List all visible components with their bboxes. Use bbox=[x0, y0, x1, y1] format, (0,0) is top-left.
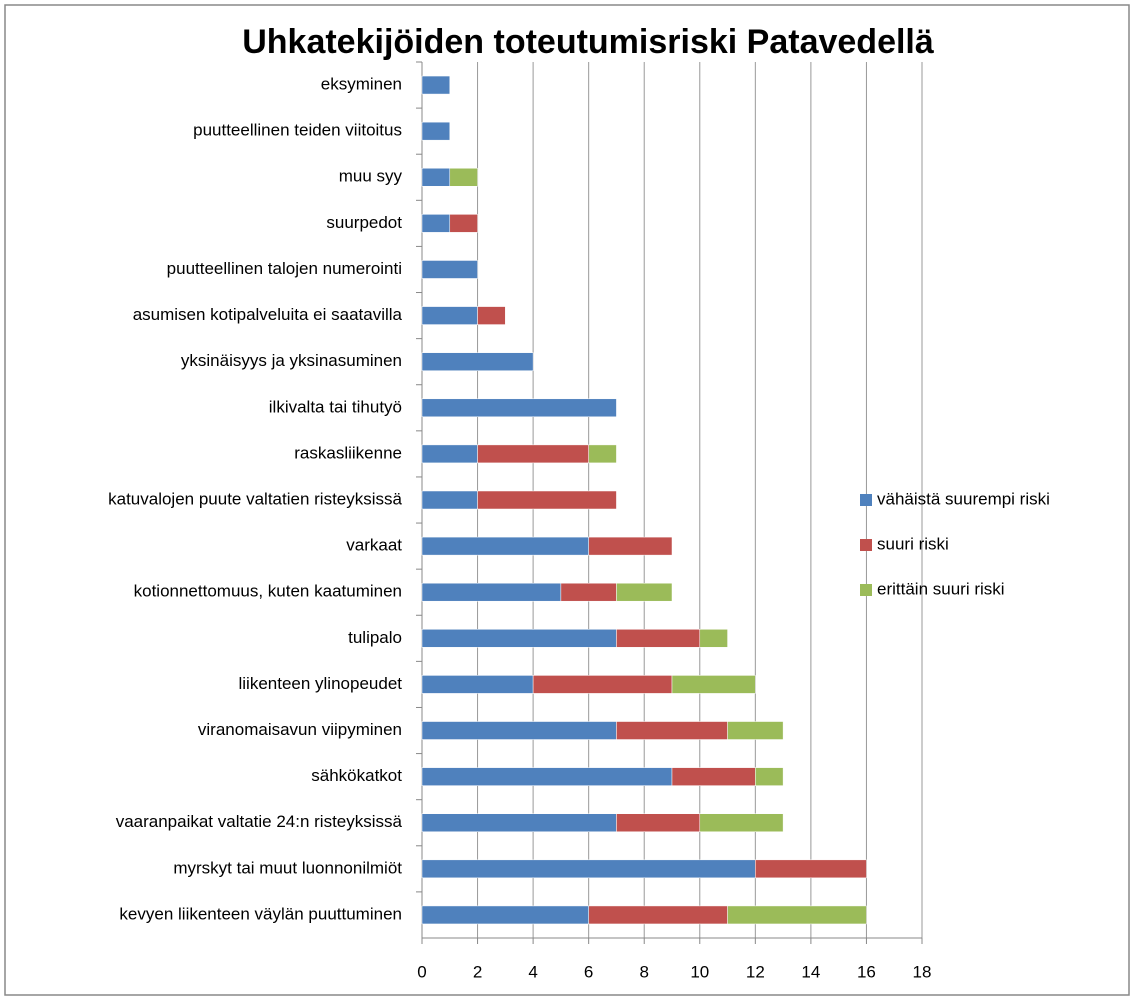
x-tick-label: 10 bbox=[690, 962, 709, 981]
bar-segment bbox=[727, 721, 784, 740]
y-tick-label: vaaranpaikat valtatie 24:n risteyksissä bbox=[116, 812, 403, 831]
y-tick-label: muu syy bbox=[339, 167, 403, 186]
bar-segment bbox=[588, 536, 673, 556]
bar-segment bbox=[588, 444, 617, 464]
bar-segment bbox=[421, 306, 478, 325]
bar-segment bbox=[616, 721, 728, 740]
y-tick-label: sähkökatkot bbox=[311, 766, 402, 785]
y-tick-label: myrskyt tai muut luonnonilmiöt bbox=[173, 858, 402, 877]
legend-label: erittäin suuri riski bbox=[877, 579, 1005, 598]
legend-swatch bbox=[860, 584, 872, 596]
y-tick-label: varkaat bbox=[346, 536, 402, 555]
bar-segment bbox=[477, 490, 617, 510]
y-tick-label: katuvalojen puute valtatien risteyksissä bbox=[108, 489, 402, 508]
bar-segment bbox=[421, 536, 589, 556]
y-tick-label: viranomaisavun viipyminen bbox=[198, 720, 402, 739]
bar-segment bbox=[532, 675, 673, 694]
bar-segment bbox=[421, 490, 478, 510]
bar-segment bbox=[421, 905, 589, 925]
y-tick-label: liikenteen ylinopeudet bbox=[238, 674, 402, 693]
bar-segment bbox=[421, 121, 451, 141]
y-tick-label: yksinäisyys ja yksinasuminen bbox=[181, 351, 402, 370]
bar-segment bbox=[421, 859, 756, 879]
y-tick-label: asumisen kotipalveluita ei saatavilla bbox=[133, 305, 403, 324]
bar-segment bbox=[421, 75, 451, 95]
bar-segment bbox=[421, 398, 617, 418]
bar-segment bbox=[588, 905, 728, 925]
x-tick-label: 6 bbox=[584, 962, 593, 981]
bar-segment bbox=[616, 582, 673, 602]
bar-segment bbox=[449, 168, 478, 187]
legend-label: suuri riski bbox=[877, 534, 949, 553]
legend-swatch bbox=[860, 494, 872, 506]
x-tick-label: 12 bbox=[746, 962, 765, 981]
y-tick-label: kotionnettomuus, kuten kaatuminen bbox=[134, 582, 402, 601]
y-tick-label: ilkivalta tai tihutyö bbox=[269, 397, 402, 416]
x-tick-label: 2 bbox=[473, 962, 482, 981]
chart-title: Uhkatekijöiden toteutumisriski Patavedel… bbox=[242, 23, 934, 61]
bar-segment bbox=[616, 813, 701, 832]
bar-segment bbox=[421, 168, 451, 187]
bar-segment bbox=[755, 859, 867, 879]
bar-segment bbox=[421, 675, 534, 694]
bar-segment bbox=[671, 675, 756, 694]
legend-label: vähäistä suurempi riski bbox=[877, 489, 1050, 508]
bar-segment bbox=[421, 260, 478, 279]
bar-segment bbox=[727, 905, 867, 925]
y-tick-label: suurpedot bbox=[326, 213, 402, 232]
bar-segment bbox=[421, 444, 478, 464]
y-tick-label: raskasliikenne bbox=[294, 443, 402, 462]
bar-segment bbox=[560, 582, 617, 602]
y-tick-label: puutteellinen talojen numerointi bbox=[167, 259, 402, 278]
bar-segment bbox=[699, 629, 728, 648]
x-tick-label: 8 bbox=[639, 962, 648, 981]
y-tick-label: puutteellinen teiden viitoitus bbox=[193, 121, 402, 140]
bar-segment bbox=[616, 629, 701, 648]
y-tick-label: kevyen liikenteen väylän puuttuminen bbox=[119, 904, 402, 923]
x-tick-label: 16 bbox=[857, 962, 876, 981]
bar-segment bbox=[671, 767, 756, 786]
x-tick-label: 0 bbox=[417, 962, 426, 981]
bar-segment bbox=[421, 721, 617, 740]
legend-swatch bbox=[860, 539, 872, 551]
bar-segment bbox=[755, 767, 784, 786]
bar-segment bbox=[477, 444, 589, 464]
bar-segment bbox=[421, 352, 534, 371]
x-tick-label: 14 bbox=[801, 962, 820, 981]
x-tick-label: 18 bbox=[913, 962, 932, 981]
bar-segment bbox=[449, 214, 478, 233]
y-tick-label: tulipalo bbox=[348, 628, 402, 647]
y-tick-label: eksyminen bbox=[321, 75, 402, 94]
bar-segment bbox=[421, 582, 562, 602]
bar-segment bbox=[421, 813, 617, 832]
x-tick-label: 4 bbox=[528, 962, 537, 981]
bar-segment bbox=[699, 813, 784, 832]
bar-segment bbox=[421, 214, 451, 233]
bar-segment bbox=[477, 306, 506, 325]
bar-segment bbox=[421, 629, 617, 648]
bar-segment bbox=[421, 767, 673, 786]
